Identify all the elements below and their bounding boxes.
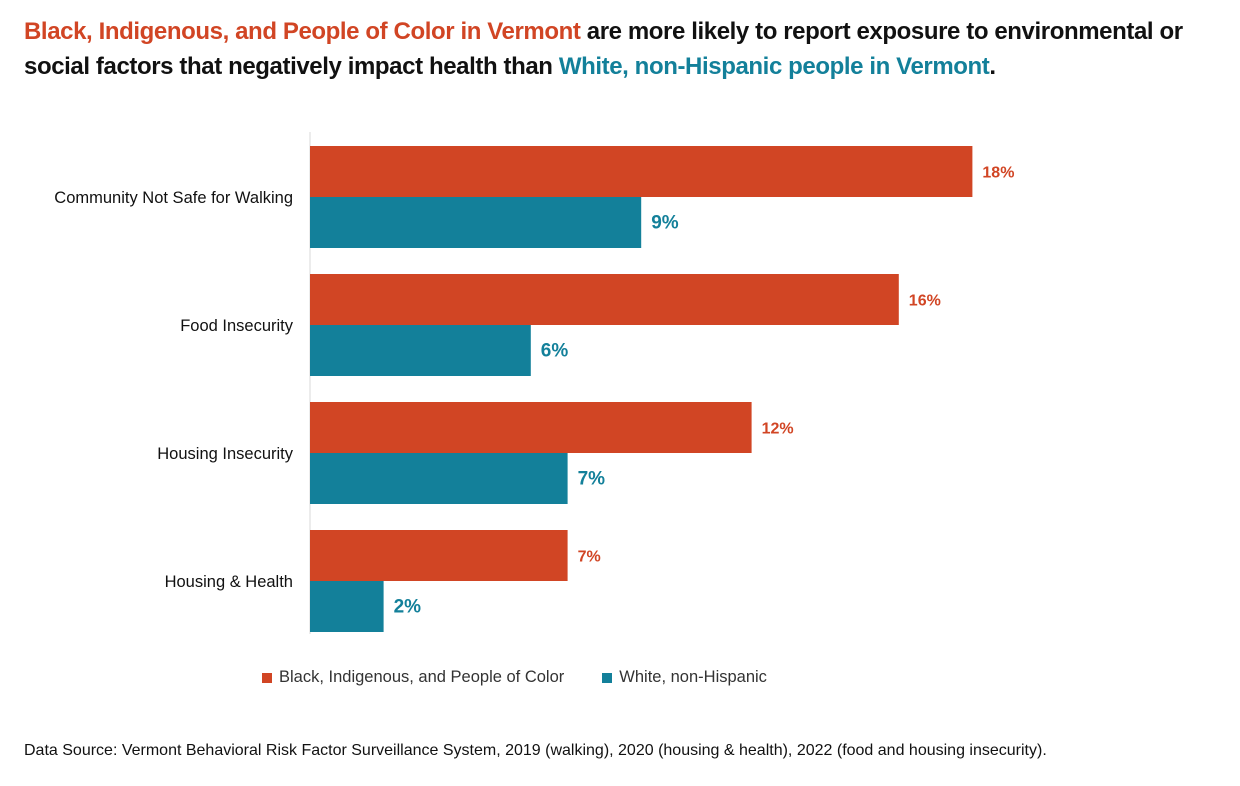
legend-label-white: White, non-Hispanic [619, 668, 767, 686]
value-label-white-food-insecurity: 6% [541, 341, 569, 362]
title-period: . [989, 53, 996, 80]
bar-bipoc-community-not-safe-for-walking [310, 146, 973, 197]
value-label-white-housing-health: 2% [394, 597, 422, 618]
value-label-bipoc-housing-health: 7% [578, 549, 601, 566]
value-label-white-housing-insecurity: 7% [578, 469, 606, 490]
legend: Black, Indigenous, and People of Color W… [262, 668, 767, 687]
category-label-housing-health: Housing & Health [165, 573, 293, 591]
bar-bipoc-food-insecurity [310, 274, 899, 325]
bar-bipoc-housing-health [310, 530, 568, 581]
legend-item-bipoc: Black, Indigenous, and People of Color [262, 668, 564, 687]
legend-swatch-bipoc [262, 672, 272, 683]
category-label-food-insecurity: Food Insecurity [180, 317, 294, 335]
legend-item-white: White, non-Hispanic [602, 668, 767, 687]
value-label-bipoc-community-not-safe-for-walking: 18% [982, 165, 1014, 182]
value-label-bipoc-housing-insecurity: 12% [762, 421, 794, 438]
bar-white-housing-insecurity [310, 453, 568, 504]
category-label-housing-insecurity: Housing Insecurity [157, 445, 293, 463]
title-bipoc-highlight: Black, Indigenous, and People of Color i… [24, 18, 581, 45]
bar-bipoc-housing-insecurity [310, 402, 752, 453]
bar-chart: Community Not Safe for Walking 18% 9% Food … [54, 132, 1014, 634]
title-white-highlight: White, non-Hispanic people in Vermont [558, 53, 990, 80]
value-label-white-community-not-safe-for-walking: 9% [651, 213, 679, 234]
bar-white-food-insecurity [310, 325, 531, 376]
data-source-note: Data Source: Vermont Behavioral Risk Fac… [24, 742, 1047, 759]
chart-title: Black, Indigenous, and People of Color i… [24, 14, 1224, 84]
title-middle-text: are more likely to report exposure to en… [24, 18, 1183, 80]
bar-white-housing-health [310, 581, 384, 632]
legend-label-bipoc: Black, Indigenous, and People of Color [279, 668, 565, 686]
value-label-bipoc-food-insecurity: 16% [909, 293, 941, 310]
bar-white-community-not-safe-for-walking [310, 197, 642, 248]
category-label-community-not-safe-for-walking: Community Not Safe for Walking [54, 189, 293, 207]
legend-swatch-white [602, 672, 613, 683]
